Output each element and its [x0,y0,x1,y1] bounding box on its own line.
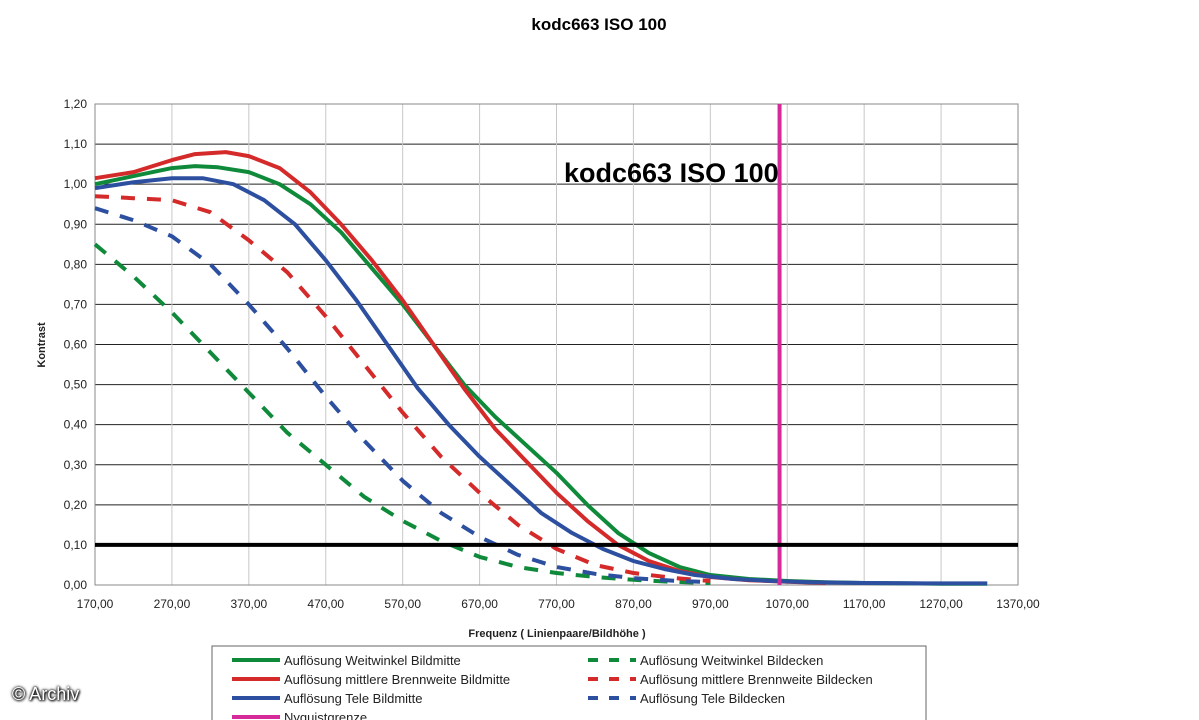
y-tick-label: 0,50 [64,378,88,392]
y-axis-label: Kontrast [36,322,48,368]
y-tick-labels: 0,00 0,10 0,20 0,30 0,40 0,50 0,60 0,70 0,80 0,90… [64,97,88,592]
y-tick-label: 1,20 [64,97,88,111]
x-axis-label: Frequenz ( Linienpaare/Bildhöhe ) [468,628,646,640]
legend-box [211,645,927,720]
x-tick-label: 1370,00 [996,597,1040,611]
y-tick-label: 1,00 [64,177,88,191]
y-tick-label: 0,00 [64,578,88,592]
chart-title: kodc663 ISO 100 [531,15,666,34]
y-tick-label: 1,10 [64,137,88,151]
x-tick-label: 570,00 [384,597,421,611]
x-tick-label: 270,00 [154,597,191,611]
series-line-3 [94,176,988,586]
reference-lines [95,104,1018,585]
legend-label: Auflösung mittlere Brennweite Bildmitte [284,672,510,687]
y-tick-label: 0,40 [64,418,88,432]
x-tick-label: 470,00 [307,597,344,611]
series-layer [93,150,988,586]
y-tick-label: 0,90 [64,217,88,231]
x-tick-label: 170,00 [77,597,114,611]
series-line-2 [94,150,826,585]
x-tick-labels: 170,00 270,00 370,00 470,00 570,00 670,00 770,… [77,597,1040,611]
y-tick-label: 0,20 [64,498,88,512]
x-tick-label: 1270,00 [919,597,963,611]
legend: Auflösung Weitwinkel Bildmitte Auflösung … [211,645,927,720]
inner-chart-title: kodc663 ISO 100 [564,158,779,188]
legend-label: Auflösung Weitwinkel Bildecken [640,653,823,668]
y-tick-label: 0,60 [64,338,88,352]
y-tick-label: 0,80 [64,257,88,271]
legend-label: Nyquistgrenze [284,710,367,720]
series-line-4 [93,242,711,585]
copyright-credit: © Archiv [12,684,80,704]
x-tick-label: 870,00 [615,597,652,611]
grid [94,103,1019,586]
y-tick-label: 0,30 [64,458,88,472]
legend-label: Auflösung Weitwinkel Bildmitte [284,653,461,668]
x-tick-label: 1170,00 [843,597,886,611]
series-line-5 [94,194,711,583]
y-tick-label: 0,70 [64,297,88,311]
x-tick-label: 1070,00 [766,597,810,611]
legend-label: Auflösung Tele Bildmitte [284,691,423,706]
plot-frame [94,103,1019,586]
x-tick-label: 770,00 [538,597,575,611]
legend-label: Auflösung mittlere Brennweite Bildecken [640,672,873,687]
y-tick-label: 0,10 [64,538,88,552]
legend-label: Auflösung Tele Bildecken [640,691,785,706]
x-tick-label: 670,00 [461,597,498,611]
series-line-6 [94,206,711,585]
series-line-1 [94,164,988,586]
x-tick-label: 370,00 [230,597,267,611]
x-tick-label: 970,00 [692,597,729,611]
